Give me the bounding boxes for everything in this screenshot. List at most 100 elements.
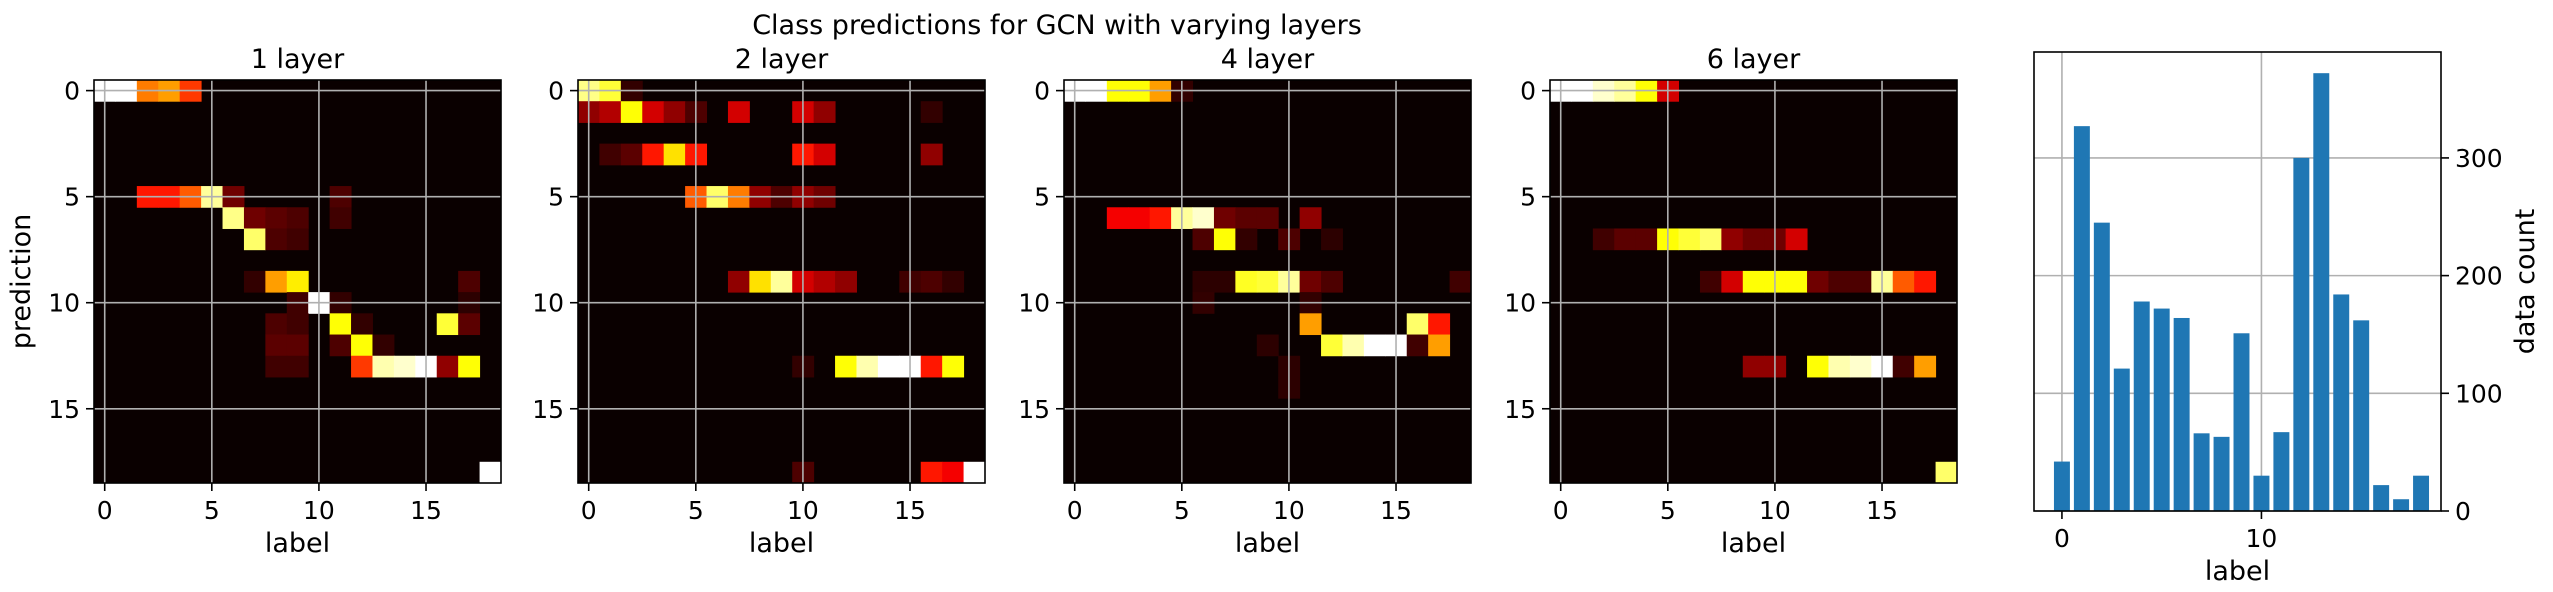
heatmap-cell (1699, 270, 1722, 293)
axes-frame (577, 79, 986, 484)
heatmap-cell (1849, 355, 1872, 378)
heatmap-cell (265, 270, 288, 293)
heatmap-cell (458, 313, 481, 336)
y-tick-label: 0 (548, 77, 564, 106)
heatmap-cell (599, 101, 622, 123)
plots-area: 0 5 10 15 0 5 10 15 1 layer label prediction 0 5 10 15… (6, 44, 2541, 587)
bar (2133, 301, 2150, 511)
heatmap-cell (436, 313, 459, 336)
heatmap-cell (1807, 270, 1829, 293)
heatmap-cell (286, 270, 309, 293)
x-tick-label: 0 (1067, 496, 1083, 525)
heatmap-cell (1742, 355, 1765, 378)
heatmap-cell (286, 313, 309, 336)
heatmap-cell (620, 143, 643, 166)
heatmap-cell (1892, 355, 1915, 378)
heatmap-cell (920, 355, 943, 378)
heatmap-cell (1721, 228, 1744, 251)
heatmap-cell (1914, 355, 1937, 378)
heatmap-cell (393, 355, 416, 378)
heatmap-cell (1299, 207, 1322, 229)
heatmap-cell (1742, 270, 1765, 293)
heatmap-panel-3: 0 5 10 15 0 5 10 15 4 layer label (1018, 44, 1472, 559)
heatmap-cell (372, 355, 395, 378)
x-tick-label: 5 (1660, 496, 1676, 525)
y-tick-label: 10 (1018, 289, 1050, 318)
heatmap-cell (813, 143, 836, 166)
heatmap-cell (286, 207, 309, 229)
heatmap-cell (663, 101, 686, 123)
heatmap-cell (479, 461, 502, 484)
y-axis-label: data count (2510, 209, 2541, 355)
heatmap-cell (1406, 334, 1429, 357)
heatmap-cell (835, 355, 857, 378)
heatmap-cell (1321, 228, 1343, 251)
heatmap-cell (1678, 228, 1701, 251)
heatmap-cell (458, 355, 481, 378)
y-tick-label: 15 (1504, 395, 1536, 424)
heatmap-cell (243, 207, 266, 229)
heatmap-cell (1192, 270, 1215, 293)
heatmap-cell (749, 270, 772, 293)
x-tick-label: 0 (2054, 524, 2070, 553)
heatmap-cell (265, 355, 288, 378)
heatmap-cell (1363, 334, 1386, 357)
y-tick-label: 5 (1034, 183, 1050, 212)
heatmap-cell (813, 270, 836, 293)
heatmap-cell (942, 270, 965, 293)
y-tick-label: 15 (532, 395, 564, 424)
bar (2093, 222, 2110, 511)
heatmap-cell (1256, 207, 1279, 229)
y-tick-label: 200 (2455, 262, 2503, 291)
heatmap-cell (1299, 270, 1322, 293)
heatmap-cell (1235, 270, 1258, 293)
bar (2273, 432, 2290, 511)
heatmap-cell (1406, 313, 1429, 336)
y-tick-label: 0 (1520, 77, 1536, 106)
heatmap-cell (265, 334, 288, 357)
heatmap-cell (1149, 207, 1172, 229)
heatmap-cell (1342, 334, 1365, 357)
heatmap-cell (620, 101, 643, 123)
heatmap-cell (1256, 334, 1279, 357)
y-tick-label: 5 (1520, 183, 1536, 212)
heatmap-cell (265, 228, 288, 251)
heatmap-cell (920, 461, 943, 484)
heatmap-cell (1828, 355, 1851, 378)
bar (2113, 368, 2130, 511)
bar (2393, 499, 2410, 511)
panel-title: 2 layer (735, 44, 829, 75)
heatmap-cell (1256, 270, 1279, 293)
heatmap-cell (1128, 207, 1151, 229)
axes-frame (1063, 79, 1472, 484)
x-tick-label: 15 (1866, 496, 1898, 525)
heatmap-cell (1828, 270, 1851, 293)
heatmap-cell (727, 101, 750, 123)
y-tick-label: 10 (1504, 289, 1536, 318)
heatmap-cell (1614, 228, 1637, 251)
x-tick-label: 15 (1380, 496, 1412, 525)
heatmap-cell (1807, 355, 1829, 378)
heatmap-cell (1635, 228, 1658, 251)
bar (2293, 157, 2310, 512)
heatmap-panel-2: 0 5 10 15 0 5 10 15 2 layer label (532, 44, 986, 559)
bar (2353, 320, 2370, 511)
heatmap-cell (329, 207, 352, 229)
heatmap-cell (458, 270, 481, 293)
figure-suptitle: Class predictions for GCN with varying l… (752, 10, 1362, 41)
heatmap-cell (663, 143, 686, 166)
x-tick-label: 5 (204, 496, 220, 525)
heatmap-cell (372, 334, 395, 357)
bar (2373, 485, 2390, 511)
heatmap-cell (222, 207, 245, 229)
y-tick-label: 10 (48, 289, 80, 318)
heatmap-cell (1785, 270, 1808, 293)
heatmap-cell (1785, 228, 1808, 251)
heatmap-cell (920, 101, 943, 123)
heatmap-cell (642, 143, 665, 166)
heatmap-cell (436, 355, 459, 378)
heatmap-cell (770, 270, 793, 293)
heatmap-cell (243, 228, 266, 251)
